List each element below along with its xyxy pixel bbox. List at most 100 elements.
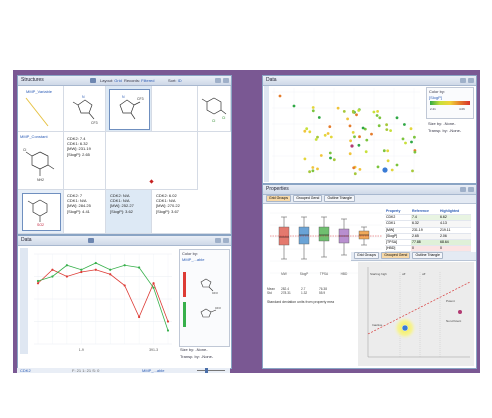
- structure-cell-3[interactable]: [152, 86, 198, 132]
- molecule-structure-icon: Cl NH2: [23, 148, 55, 182]
- data-point: [358, 135, 361, 139]
- color-by-dropdown[interactable]: MMP_...able: [182, 257, 205, 262]
- tab-outline-triangle-lower[interactable]: Outline Triangle: [412, 252, 443, 260]
- tab-grid-groups-lower[interactable]: Grid Groups: [354, 252, 380, 260]
- structure-cell-1[interactable]: CF3 N: [64, 86, 106, 132]
- svg-text:Cl: Cl: [23, 148, 27, 152]
- data-point: [311, 109, 315, 113]
- data-point: [303, 129, 307, 133]
- selected-point: [382, 167, 388, 173]
- window-maximize-icon[interactable]: [223, 238, 229, 243]
- table-row[interactable]: [MW] 231.19 219.11: [385, 227, 471, 234]
- size-by-dropdown[interactable]: Size by: -None-: [428, 121, 456, 126]
- structure-cell-2[interactable]: CF3 N: [106, 86, 152, 132]
- color-by-dropdown[interactable]: [SlogP]: [429, 95, 442, 100]
- svg-text:N: N: [122, 95, 125, 99]
- selected-structure-cell[interactable]: SO2: [18, 190, 64, 234]
- data-point: [409, 127, 413, 131]
- data-point: [311, 106, 315, 109]
- line-chart[interactable]: 1-9 391-3: [20, 248, 178, 354]
- table-row[interactable]: CDK1 6.32 4.13: [385, 220, 471, 228]
- tab-grouped-gend[interactable]: Grouped Gend: [293, 195, 323, 203]
- zoom-slider-handle[interactable]: [205, 368, 208, 373]
- properties-toolbar: Grid Groups Grouped Gend Outline Triangl…: [263, 195, 476, 204]
- color-gradient-bar: [430, 101, 470, 105]
- data-point: [51, 275, 54, 278]
- legend-min: 2.21: [430, 107, 436, 111]
- svg-text:NH2: NH2: [37, 178, 44, 182]
- zone-label: off: [402, 272, 405, 276]
- property-value: 0: [439, 245, 471, 253]
- table-row[interactable]: CDK2 7.4 6.62: [385, 214, 471, 222]
- data-point: [308, 130, 312, 134]
- data-point: [109, 273, 112, 276]
- compound-values-cell-3: CDK2: N/A CDK1: N/A [MW]: 252.27 [SlogP]…: [106, 190, 152, 234]
- mmp-variable-cell[interactable]: MMP_Variable: [18, 86, 64, 132]
- layout-selector[interactable]: Layout: Grid: [100, 78, 122, 83]
- scatter-plot[interactable]: [264, 86, 422, 182]
- box: [298, 226, 310, 245]
- x-tick-label: 1-9: [79, 348, 84, 352]
- record-counts: F: 21 1: 21 S: 0: [72, 368, 100, 373]
- window-restore-icon[interactable]: [215, 238, 221, 243]
- series-line-green: [37, 262, 169, 331]
- box-plot[interactable]: MW SlogP TPSA HBD: [266, 209, 384, 285]
- size-by-dropdown[interactable]: Size by: -None-: [180, 347, 208, 352]
- data-point: [389, 129, 392, 132]
- data-point: [326, 132, 330, 135]
- property-value: 219.11: [439, 227, 471, 234]
- tab-grouped-gend-lower[interactable]: Grouped Gend: [381, 252, 411, 260]
- property-value: 68.64: [439, 239, 471, 247]
- settings-icon[interactable]: [90, 78, 96, 83]
- mmp-constant-cell[interactable]: MMP_Constant Cl NH2: [18, 132, 64, 190]
- data-point: [123, 284, 126, 287]
- threshold-line: [367, 281, 471, 335]
- structures-panel: Structures Layout: Grid Records: Filtere…: [17, 75, 232, 235]
- window-restore-icon[interactable]: [460, 78, 466, 83]
- y-axis-selector[interactable]: CDK2: [20, 368, 31, 373]
- window-maximize-icon[interactable]: [468, 78, 474, 83]
- data-point: [358, 168, 362, 171]
- table-row[interactable]: [TPSA] 77.88 68.64: [385, 239, 471, 247]
- window-maximize-icon[interactable]: [223, 78, 229, 83]
- window-maximize-icon[interactable]: [468, 187, 474, 192]
- settings-icon[interactable]: [88, 238, 94, 243]
- data-point: [308, 170, 311, 174]
- left-status-bar: CDK2 F: 21 1: 21 S: 0 MMP_...able: [17, 368, 230, 373]
- mmp-variable-label: MMP_Variable: [26, 89, 52, 94]
- data-point: [138, 315, 141, 319]
- mw-value: [MW]: 252.27: [110, 203, 134, 209]
- property-name: CDK1: [385, 220, 411, 228]
- table-row[interactable]: [SlogP] 2.65 2.06: [385, 233, 471, 241]
- data-point: [328, 151, 332, 155]
- table-row[interactable]: [HBD] 0 0: [385, 245, 471, 253]
- data-point: [314, 138, 318, 141]
- data-point: [36, 282, 40, 285]
- sort-selector[interactable]: Sort: ID: [168, 78, 182, 83]
- data-point: [123, 264, 126, 267]
- transparency-by-dropdown[interactable]: Transp. by: -None-: [428, 128, 462, 133]
- cdk2-value: CDK2: 7: [67, 193, 83, 198]
- data-point: [376, 110, 379, 113]
- transparency-by-dropdown[interactable]: Transp. by: -None-: [180, 354, 214, 359]
- data-panel-left: Data 1-9 391-3 Color by: MMP_...able CF3 …: [17, 235, 232, 369]
- svg-text:N: N: [82, 95, 85, 99]
- cdk2-value: CDK2: 6.02: [156, 193, 177, 198]
- activity-cliff-plot[interactable]: Starting high off off Inactive Potent No…: [358, 262, 474, 366]
- panel-title: Properties: [266, 186, 289, 192]
- svg-text:CF3: CF3: [212, 291, 218, 295]
- x-tick-label: SlogP: [300, 272, 309, 276]
- records-selector[interactable]: Records: Filtered: [124, 78, 155, 83]
- x-axis-selector[interactable]: MMP_...able: [142, 368, 165, 373]
- window-restore-icon[interactable]: [215, 78, 221, 83]
- data-point: [349, 139, 352, 143]
- zoom-slider[interactable]: [197, 370, 225, 371]
- tab-outline-triangle[interactable]: Outline Triangle: [324, 195, 355, 203]
- molecule-structure-icon: Cl Cl: [201, 97, 227, 123]
- tab-grid-groups[interactable]: Grid Groups: [266, 195, 292, 203]
- structure-cell-4[interactable]: Cl Cl: [198, 86, 231, 132]
- panel-title: Data: [266, 77, 277, 83]
- data-point: [370, 132, 373, 136]
- window-restore-icon[interactable]: [460, 187, 466, 192]
- data-point: [328, 125, 332, 129]
